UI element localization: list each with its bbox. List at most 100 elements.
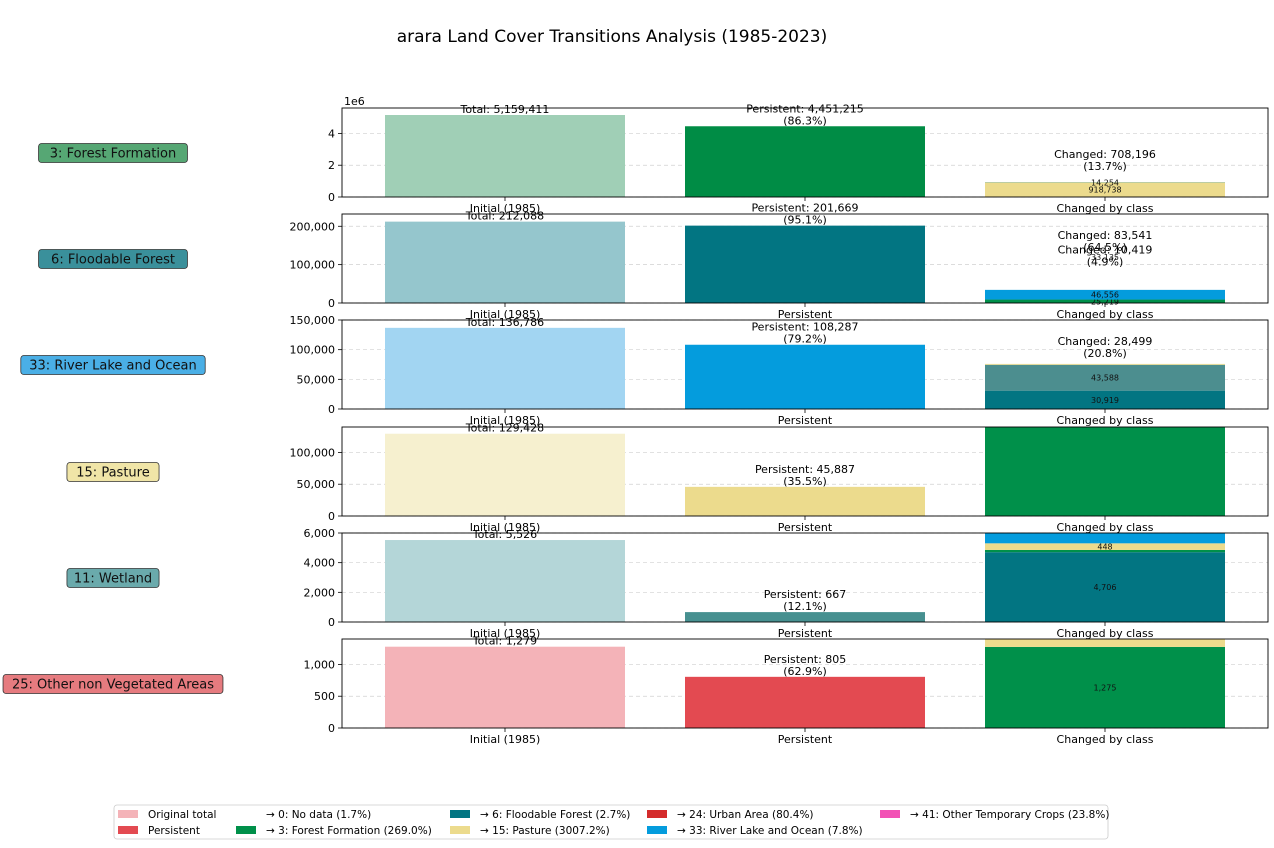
persistent-pct-label: (79.2%) xyxy=(783,333,827,346)
bar-initial xyxy=(385,327,625,409)
persistent-label: Persistent: 45,887 xyxy=(755,463,855,476)
x-tick-label: Persistent xyxy=(778,521,833,534)
initial-total-label: Total: 1,279 xyxy=(472,635,537,648)
persistent-label: Persistent: 805 xyxy=(764,653,847,666)
bar-initial xyxy=(385,540,625,622)
y-tick-label: 4 xyxy=(328,127,335,140)
segment-label: 1,275 xyxy=(1094,683,1117,692)
y-tick-label: 2 xyxy=(328,159,335,172)
x-tick-label: Initial (1985) xyxy=(470,308,541,321)
bar-changed-segment xyxy=(985,364,1225,391)
y-tick-label: 150,000 xyxy=(290,314,336,327)
x-tick-label: Initial (1985) xyxy=(470,414,541,427)
panel-label-box xyxy=(66,568,160,588)
persistent-pct-label: (35.5%) xyxy=(783,475,827,488)
x-tick-label: Persistent xyxy=(778,733,833,746)
panel-label: 15: Pasture xyxy=(76,466,149,481)
legend-swatch xyxy=(880,810,900,818)
panel-label: 3: Forest Formation xyxy=(50,147,176,162)
segment-label: 43,588 xyxy=(1091,374,1119,383)
legend-swatch xyxy=(450,810,470,818)
x-tick-label: Changed by class xyxy=(1057,202,1154,215)
legend-label: → 6: Floodable Forest (2.7%) xyxy=(480,809,630,821)
initial-total-label: Total: 5,526 xyxy=(472,528,537,541)
segment-label: 4,706 xyxy=(1094,583,1117,592)
y-tick-label: 4,000 xyxy=(304,557,336,570)
bar-changed-segment xyxy=(985,533,1225,544)
changed-pct-label: (20.8%) xyxy=(1083,347,1127,360)
legend-label: Persistent xyxy=(148,825,200,837)
legend-label: → 15: Pasture (3007.2%) xyxy=(480,825,610,837)
panel-label: 25: Other non Vegetated Areas xyxy=(12,678,214,693)
changed-label: Changed: 10,419 xyxy=(1058,243,1153,256)
panel-label: 33: River Lake and Ocean xyxy=(29,359,196,374)
y-tick-label: 1,000 xyxy=(304,658,336,671)
legend-swatch xyxy=(236,810,256,818)
legend-label: → 3: Forest Formation (269.0%) xyxy=(266,825,432,837)
y-tick-label: 0 xyxy=(328,297,335,310)
panel-label-box xyxy=(66,462,160,482)
x-tick-label: Changed by class xyxy=(1057,733,1154,746)
segment-label: 448 xyxy=(1097,543,1112,552)
panel-label: 6: Floodable Forest xyxy=(51,253,175,268)
bar-initial xyxy=(385,433,625,516)
legend-swatch xyxy=(236,826,256,834)
x-tick-label: Changed by class xyxy=(1057,627,1154,640)
y-tick-label: 50,000 xyxy=(297,373,336,386)
panel-4: 15: Pasture Total: 129,428 Persistent: 45,… xyxy=(66,422,1269,534)
x-tick-label: Initial (1985) xyxy=(470,733,541,746)
legend-swatch xyxy=(118,826,138,834)
y-tick-label: 50,000 xyxy=(297,478,336,491)
persistent-label: Persistent: 201,669 xyxy=(751,202,858,215)
y-tick-label: 200,000 xyxy=(290,220,336,233)
legend-label: Original total xyxy=(148,809,216,821)
x-tick-label: Changed by class xyxy=(1057,414,1154,427)
bar-persistent xyxy=(685,126,925,197)
legend-swatch xyxy=(118,810,138,818)
panel-label-box xyxy=(2,674,224,694)
persistent-label: Persistent: 4,451,215 xyxy=(746,102,864,115)
segment-label: 46,556 xyxy=(1091,291,1119,300)
persistent-pct-label: (62.9%) xyxy=(783,665,827,678)
legend: Original total Persistent → 0: No data (1.… xyxy=(113,804,1109,840)
initial-total-label: Total: 136,786 xyxy=(465,316,544,329)
legend-label: → 0: No data (1.7%) xyxy=(266,809,371,821)
x-tick-label: Initial (1985) xyxy=(470,202,541,215)
x-tick-label: Persistent xyxy=(778,308,833,321)
y-tick-label: 100,000 xyxy=(290,259,336,272)
y-tick-label: 0 xyxy=(328,403,335,416)
segment-label: 918,738 xyxy=(1088,186,1121,195)
y-tick-label: 0 xyxy=(328,191,335,204)
chart-title: arara Land Cover Transitions Analysis (1… xyxy=(397,27,828,47)
bar-initial xyxy=(385,646,625,728)
panel-label-box xyxy=(20,355,206,375)
bar-persistent xyxy=(685,344,925,409)
legend-swatch xyxy=(647,826,667,834)
panel-label-box xyxy=(38,249,188,269)
bar-persistent xyxy=(685,612,925,622)
legend-swatch xyxy=(647,810,667,818)
y-tick-label: 0 xyxy=(328,722,335,735)
bar-initial xyxy=(385,221,625,303)
y-tick-label: 2,000 xyxy=(304,586,336,599)
y-tick-label: 500 xyxy=(314,690,335,703)
initial-total-label: Total: 212,088 xyxy=(465,210,544,223)
initial-total-label: Total: 5,159,411 xyxy=(460,103,550,116)
changed-label: Changed: 83,541 xyxy=(1058,229,1153,242)
x-tick-label: Persistent xyxy=(778,414,833,427)
legend-swatch xyxy=(450,826,470,834)
persistent-label: Persistent: 667 xyxy=(764,588,847,601)
bar-changed-segment xyxy=(985,543,1225,550)
legend-label: → 24: Urban Area (80.4%) xyxy=(677,809,814,821)
changed-pct-label: (13.7%) xyxy=(1083,160,1127,173)
panel-5: 11: Wetland 4,706 448 Total: 5,526 Persisten… xyxy=(66,527,1269,640)
panel-label: 11: Wetland xyxy=(74,572,152,587)
y-tick-label: 100,000 xyxy=(290,344,336,357)
panel-label-box xyxy=(38,143,188,163)
persistent-pct-label: (12.1%) xyxy=(783,600,827,613)
y-offset-text: 1e6 xyxy=(344,95,365,108)
x-tick-label: Initial (1985) xyxy=(470,627,541,640)
